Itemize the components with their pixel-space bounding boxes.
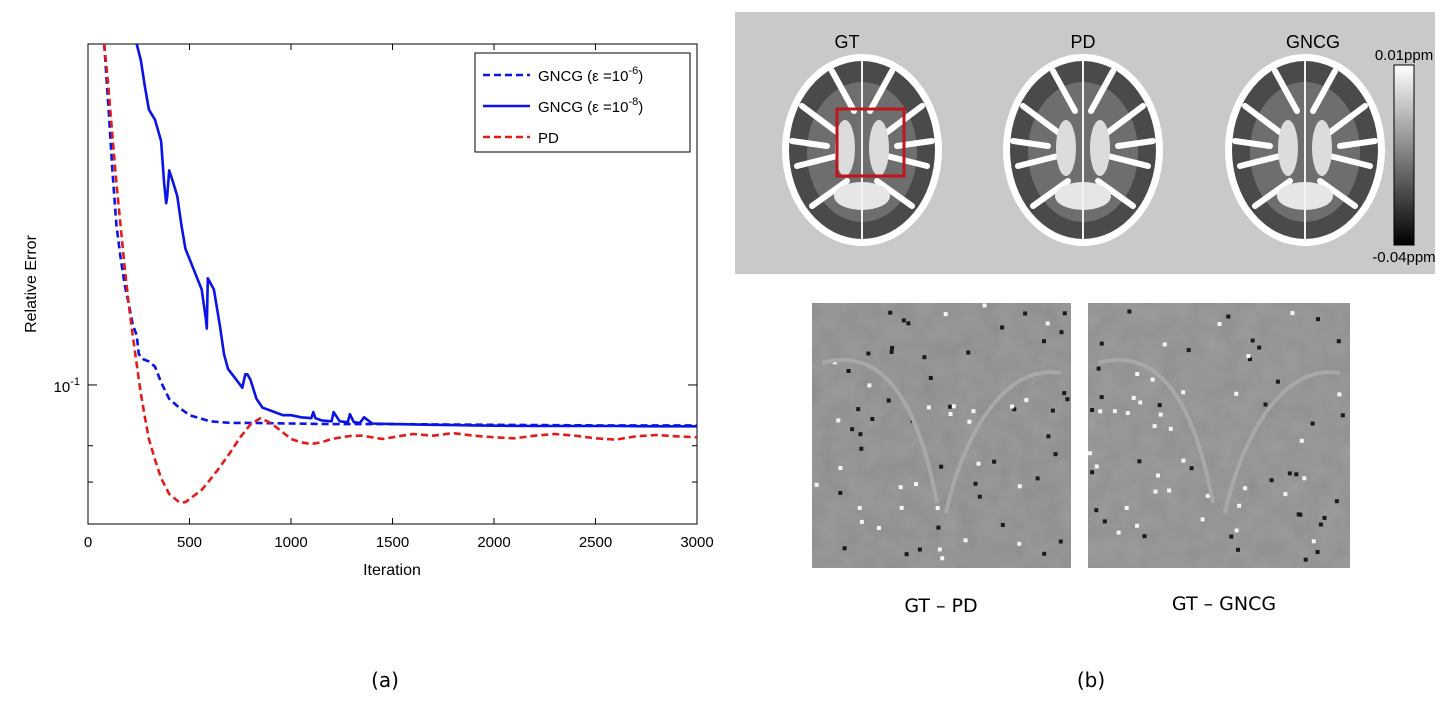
x-tick-label: 0	[84, 534, 92, 551]
difference-image-gt-gncg	[1088, 303, 1350, 568]
brain-image-pd	[1003, 54, 1163, 246]
x-tick-label: 3000	[680, 534, 713, 551]
legend-items: GNCG (ε =10-6) GNCG (ε =10-8) PD	[483, 65, 643, 147]
legend-label-2: GNCG (ε =10-8)	[538, 96, 643, 116]
colorbar-max-label: 0.01ppm	[1375, 47, 1433, 64]
series-layer	[102, 44, 697, 504]
x-axis-label: Iteration	[363, 562, 421, 579]
brain-image-gncg	[1225, 54, 1385, 246]
title-gncg: GNCG	[1286, 32, 1340, 52]
title-gt: GT	[835, 32, 860, 52]
caption-b: (b)	[1077, 668, 1105, 692]
x-tick-label: 1500	[376, 534, 409, 551]
x-tick-label: 2500	[579, 534, 612, 551]
diff-label-gt-pd: GT – PD	[904, 595, 977, 617]
y-axis-ticks: 10-1	[54, 376, 697, 483]
legend-box	[474, 52, 691, 153]
y-axis-label: Relative Error	[23, 234, 40, 332]
x-tick-label: 500	[177, 534, 202, 551]
legend: GNCG (ε =10-6) GNCG (ε =10-8) PD	[474, 52, 691, 153]
difference-image-gt-pd	[812, 303, 1071, 568]
diff-label-gt-gncg: GT – GNCG	[1172, 593, 1276, 615]
series-line-2	[135, 44, 697, 428]
convergence-chart: 0 500 1000 1500 2000 2500 3000 10-1 Iteration …	[23, 43, 714, 692]
colorbar: 0.01ppm -0.04ppm	[1372, 47, 1435, 266]
y-tick-label: 10-1	[54, 376, 80, 396]
legend-label-1: GNCG (ε =10-6)	[538, 65, 643, 85]
x-axis-ticks: 0 500 1000 1500 2000 2500 3000	[84, 44, 714, 551]
colorbar-min-label: -0.04ppm	[1372, 249, 1435, 266]
x-tick-label: 1000	[274, 534, 307, 551]
series-line-3	[102, 44, 697, 504]
roi-box	[835, 107, 906, 178]
brain-image-gt	[782, 54, 942, 246]
reconstruction-panel: GT PD GNCG 0.01ppm -0.04ppm GT – PD GT –…	[735, 12, 1436, 692]
series-line-1	[102, 44, 697, 427]
caption-a: (a)	[371, 668, 399, 692]
x-tick-label: 2000	[477, 534, 510, 551]
colorbar-gradient	[1393, 64, 1415, 246]
legend-label-3: PD	[538, 130, 559, 147]
title-pd: PD	[1070, 32, 1095, 52]
